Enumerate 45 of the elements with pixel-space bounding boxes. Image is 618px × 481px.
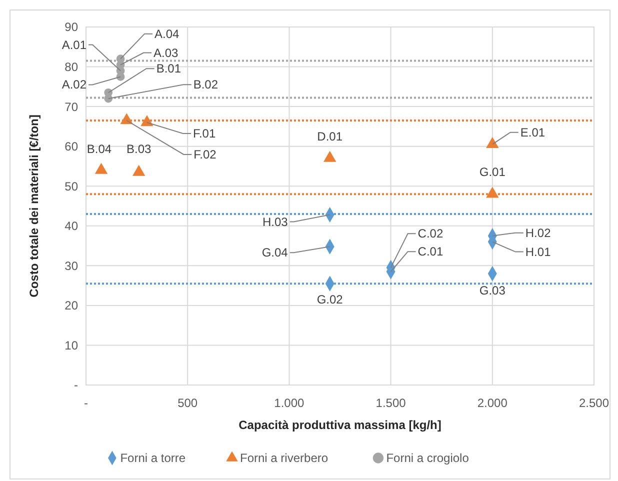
annotation: B.01 (156, 62, 182, 76)
point (116, 54, 125, 63)
x-axis-title: Capacità produttiva massima [kg/h] (238, 418, 442, 432)
annotation: E.01 (520, 125, 546, 140)
legend-label: Forni a riverbero (240, 451, 328, 465)
annotation: H.03 (262, 214, 288, 229)
annotation: H.01 (525, 244, 552, 259)
y-tick-label: 10 (64, 338, 78, 352)
annotation: B.03 (126, 142, 152, 156)
y-tick-label: 60 (64, 140, 78, 154)
annotation: F.02 (194, 147, 217, 162)
y-tick-label: 70 (64, 100, 78, 114)
annotation: B.04 (86, 142, 112, 156)
annotation: G.01 (479, 165, 506, 180)
annotation: F.01 (192, 126, 216, 140)
annotation: G.04 (262, 246, 288, 260)
annotation: C.02 (418, 226, 444, 241)
annotation: A.01 (62, 38, 87, 52)
point (486, 137, 499, 148)
annotation: G.03 (479, 284, 506, 298)
annotation: B.02 (193, 78, 218, 92)
annotation: H.02 (525, 226, 552, 240)
x-tick-label: 1.000 (274, 396, 305, 410)
annotation: A.03 (154, 46, 179, 60)
y-tick-label: 90 (64, 20, 78, 34)
y-tick-label: 40 (64, 219, 78, 234)
annotation: D.01 (317, 129, 343, 144)
y-tick-label: 20 (64, 298, 78, 313)
annotation: A.04 (154, 26, 180, 41)
annotation: G.02 (316, 292, 344, 307)
legend-label: Forni a torre (120, 451, 186, 465)
annotation: A.02 (62, 78, 87, 92)
y-tick-label: - (74, 378, 78, 392)
point (104, 88, 113, 97)
y-axis-title: Costo totale dei materiali [€/ton] (27, 114, 41, 298)
annotation: C.01 (418, 244, 444, 259)
y-tick-label: 80 (64, 60, 78, 74)
legend-label: Forni a crogiolo (386, 451, 470, 465)
x-tick-label: 1.500 (376, 396, 406, 410)
x-tick-label: - (84, 396, 88, 410)
x-tick-label: 2.500 (578, 396, 610, 410)
y-tick-label: 30 (64, 258, 78, 273)
x-tick-label: 500 (178, 396, 198, 410)
y-tick-label: 50 (64, 179, 78, 194)
x-tick-label: 2.000 (477, 396, 508, 410)
